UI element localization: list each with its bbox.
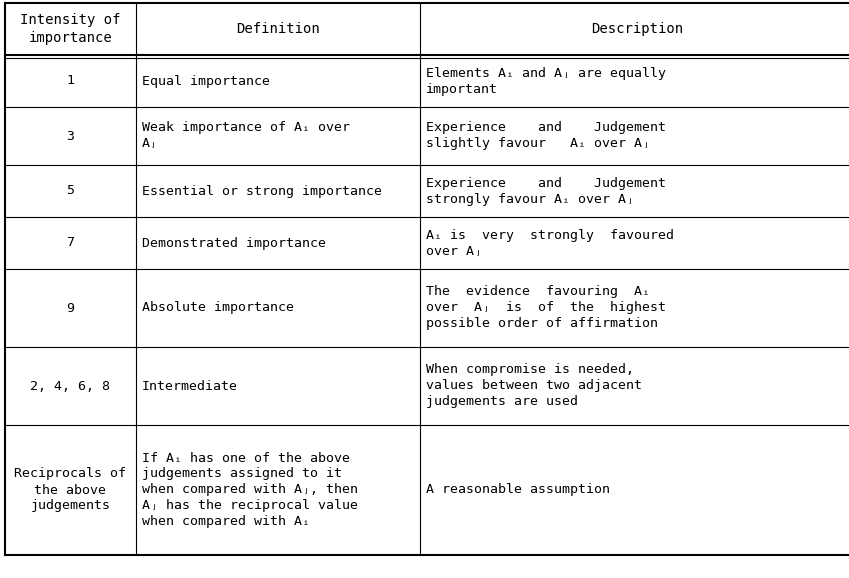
Text: Elements Aᵢ and Aⱼ are equally
important: Elements Aᵢ and Aⱼ are equally important [426,66,666,95]
Text: Experience    and    Judgement
strongly favour Aᵢ over Aⱼ: Experience and Judgement strongly favour… [426,176,666,206]
Text: 3: 3 [66,129,75,143]
Text: Essential or strong importance: Essential or strong importance [142,184,382,198]
Text: Aᵢ is  very  strongly  favoured
over Aⱼ: Aᵢ is very strongly favoured over Aⱼ [426,228,674,258]
Text: Intermediate: Intermediate [142,380,238,392]
Text: If Aᵢ has one of the above
judgements assigned to it
when compared with Aⱼ, then: If Aᵢ has one of the above judgements as… [142,451,358,528]
Text: 5: 5 [66,184,75,198]
Text: Demonstrated importance: Demonstrated importance [142,236,326,250]
Text: 1: 1 [66,75,75,87]
Text: Intensity of
importance: Intensity of importance [20,13,121,45]
Text: Absolute importance: Absolute importance [142,302,294,314]
Text: Reciprocals of
the above
judgements: Reciprocals of the above judgements [14,468,127,513]
Text: A reasonable assumption: A reasonable assumption [426,484,610,497]
Text: Description: Description [591,22,683,36]
Text: Weak importance of Aᵢ over
Aⱼ: Weak importance of Aᵢ over Aⱼ [142,121,350,150]
Text: 2, 4, 6, 8: 2, 4, 6, 8 [31,380,110,392]
Text: The  evidence  favouring  Aᵢ
over  Aⱼ  is  of  the  highest
possible order of af: The evidence favouring Aᵢ over Aⱼ is of … [426,286,666,331]
Text: Definition: Definition [236,22,320,36]
Text: 7: 7 [66,236,75,250]
Text: Experience    and    Judgement
slightly favour   Aᵢ over Aⱼ: Experience and Judgement slightly favour… [426,121,666,150]
Text: When compromise is needed,
values between two adjacent
judgements are used: When compromise is needed, values betwee… [426,364,642,409]
Text: 9: 9 [66,302,75,314]
Text: Equal importance: Equal importance [142,75,270,87]
